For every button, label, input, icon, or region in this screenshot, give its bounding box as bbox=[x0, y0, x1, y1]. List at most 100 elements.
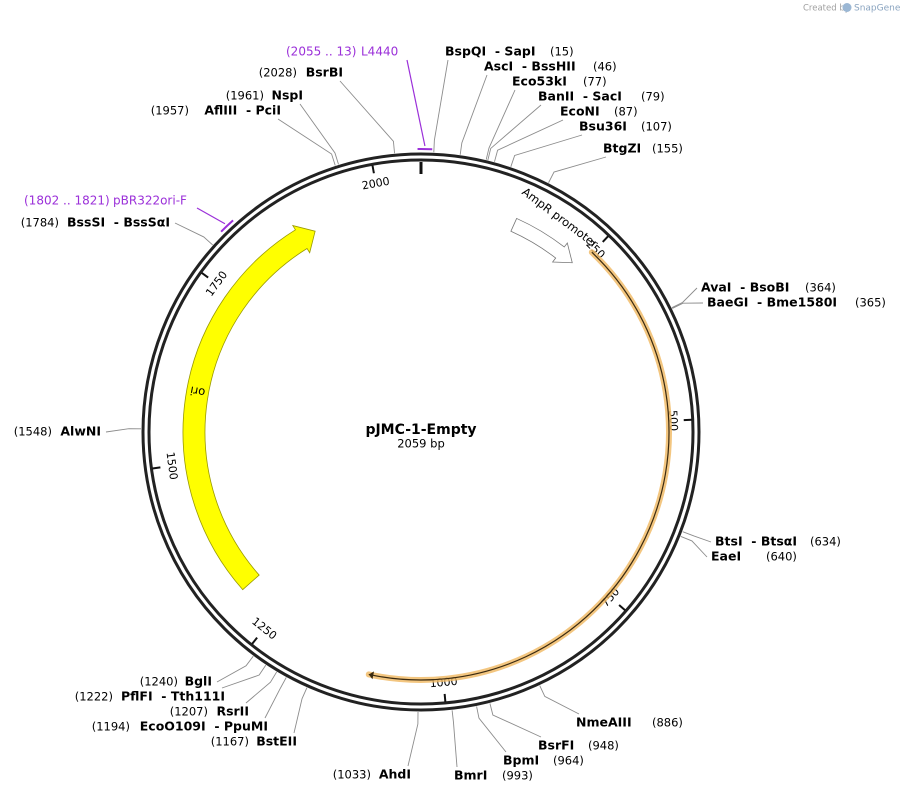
enzyme-site: (2028) bbox=[259, 66, 297, 80]
primer-range: (1802 .. 1821) bbox=[24, 194, 110, 208]
enzyme-leader bbox=[299, 103, 339, 165]
enzyme-name: EcoO109I - PpuMI bbox=[140, 719, 268, 734]
enzyme-name: BmrI bbox=[454, 768, 487, 783]
enzyme-leader bbox=[494, 119, 564, 162]
enzyme-leader bbox=[264, 677, 287, 719]
enzyme-site: (1957) bbox=[151, 104, 189, 118]
enzyme-name: BglI bbox=[185, 674, 212, 689]
enzyme-site: (1784) bbox=[21, 216, 59, 230]
enzyme-name: BpmI bbox=[503, 753, 539, 768]
enzyme-site: (155) bbox=[652, 142, 683, 156]
enzyme-name: BspQI - SapI bbox=[445, 44, 535, 59]
enzyme-leader bbox=[105, 428, 142, 433]
enzyme-leader bbox=[293, 687, 308, 734]
primer-arc bbox=[220, 219, 234, 233]
enzyme-leader bbox=[277, 118, 336, 166]
enzyme-leader bbox=[672, 302, 704, 309]
enzyme-site: (79) bbox=[641, 90, 665, 104]
enzyme-site: (364) bbox=[805, 281, 836, 295]
enzyme-name: RsrII bbox=[216, 704, 249, 719]
enzyme-site: (1207) bbox=[170, 705, 208, 719]
arc-line bbox=[368, 251, 670, 681]
tick-mark bbox=[371, 165, 375, 174]
enzyme-leader bbox=[407, 711, 419, 767]
primer-name: pBR322ori-F bbox=[113, 194, 187, 208]
enzyme-site: (107) bbox=[641, 120, 672, 134]
enzyme-leader bbox=[548, 156, 607, 183]
enzyme-leader bbox=[339, 80, 395, 154]
enzyme-name: BaeGI - Bme1580I bbox=[707, 295, 837, 310]
brand: SnapGene bbox=[854, 4, 900, 14]
enzyme-name: AlwNI bbox=[60, 424, 101, 439]
feature-label: ori bbox=[189, 383, 206, 399]
enzyme-site: (948) bbox=[588, 739, 619, 753]
primer-leader bbox=[406, 59, 426, 147]
enzyme-site: (365) bbox=[855, 296, 886, 310]
enzyme-leader bbox=[510, 134, 583, 167]
primer-range: (2055 .. 13) bbox=[286, 45, 356, 59]
tick-label: 1500 bbox=[163, 451, 180, 480]
brand-logo bbox=[842, 3, 852, 12]
enzyme-leader bbox=[476, 706, 507, 753]
enzyme-leader bbox=[680, 536, 708, 558]
enzyme-name: Bsu36I bbox=[579, 119, 627, 134]
arc-head bbox=[368, 671, 375, 680]
enzyme-leader bbox=[216, 655, 254, 683]
enzyme-leader bbox=[433, 59, 449, 153]
tick-label: 1750 bbox=[203, 269, 230, 299]
tick-mark bbox=[443, 693, 447, 702]
enzyme-site: (77) bbox=[583, 75, 607, 89]
enzyme-site: (640) bbox=[766, 550, 797, 564]
enzyme-name: NmeAIII bbox=[576, 715, 632, 730]
credit: Created by bbox=[803, 4, 850, 14]
primer-leader bbox=[196, 207, 226, 225]
enzyme-name: BtsI - BtsαI bbox=[715, 534, 797, 549]
arc-halo bbox=[365, 249, 672, 683]
enzyme-name: BsrFI bbox=[538, 738, 574, 753]
backbone-outer bbox=[141, 152, 701, 712]
enzyme-leader bbox=[682, 531, 712, 543]
primer-name: L4440 bbox=[361, 45, 398, 59]
enzyme-site: (1167) bbox=[211, 735, 249, 749]
feature-arrow bbox=[510, 217, 573, 264]
enzyme-leader bbox=[174, 222, 213, 246]
tick-label: 2000 bbox=[361, 175, 391, 193]
enzyme-site: (886) bbox=[652, 716, 683, 730]
enzyme-site: (15) bbox=[550, 45, 574, 59]
enzyme-name: NspI bbox=[271, 88, 303, 103]
enzyme-site: (46) bbox=[593, 60, 617, 74]
enzyme-name: EcoNI bbox=[560, 104, 600, 119]
enzyme-name: AhdI bbox=[379, 767, 411, 782]
enzyme-name: BstEII bbox=[256, 734, 297, 749]
backbone-inner bbox=[147, 158, 695, 706]
enzyme-leader bbox=[485, 89, 516, 160]
enzyme-name: AflIII - PciI bbox=[204, 103, 281, 118]
plasmid-name: pJMC-1-Empty bbox=[365, 422, 476, 438]
enzyme-name: BsrBI bbox=[306, 65, 343, 80]
tick-mark bbox=[152, 466, 161, 470]
enzyme-name: AvaI - BsoBI bbox=[701, 280, 789, 295]
enzyme-leader bbox=[489, 703, 542, 738]
enzyme-name: BssSI - BssSαI bbox=[67, 215, 170, 230]
enzyme-name: PflFI - Tth111I bbox=[121, 689, 225, 704]
enzyme-name: AscI - BssHII bbox=[484, 59, 576, 74]
enzyme-site: (964) bbox=[553, 754, 584, 768]
enzyme-leader bbox=[671, 287, 698, 309]
enzyme-leader bbox=[245, 671, 278, 704]
enzyme-name: Eco53kI bbox=[512, 74, 567, 89]
enzyme-name: EaeI bbox=[711, 549, 741, 564]
tick-mark bbox=[201, 272, 209, 279]
enzyme-leader bbox=[451, 710, 458, 768]
enzyme-site: (993) bbox=[502, 769, 533, 783]
feature-arrow bbox=[182, 224, 316, 591]
enzyme-site: (1548) bbox=[14, 425, 52, 439]
tick-mark bbox=[251, 637, 258, 645]
tick-label: 1250 bbox=[249, 615, 279, 643]
enzyme-site: (1240) bbox=[140, 675, 178, 689]
plasmid-length: 2059 bp bbox=[397, 437, 445, 451]
enzyme-leader bbox=[221, 664, 267, 689]
tick-mark bbox=[602, 235, 609, 243]
